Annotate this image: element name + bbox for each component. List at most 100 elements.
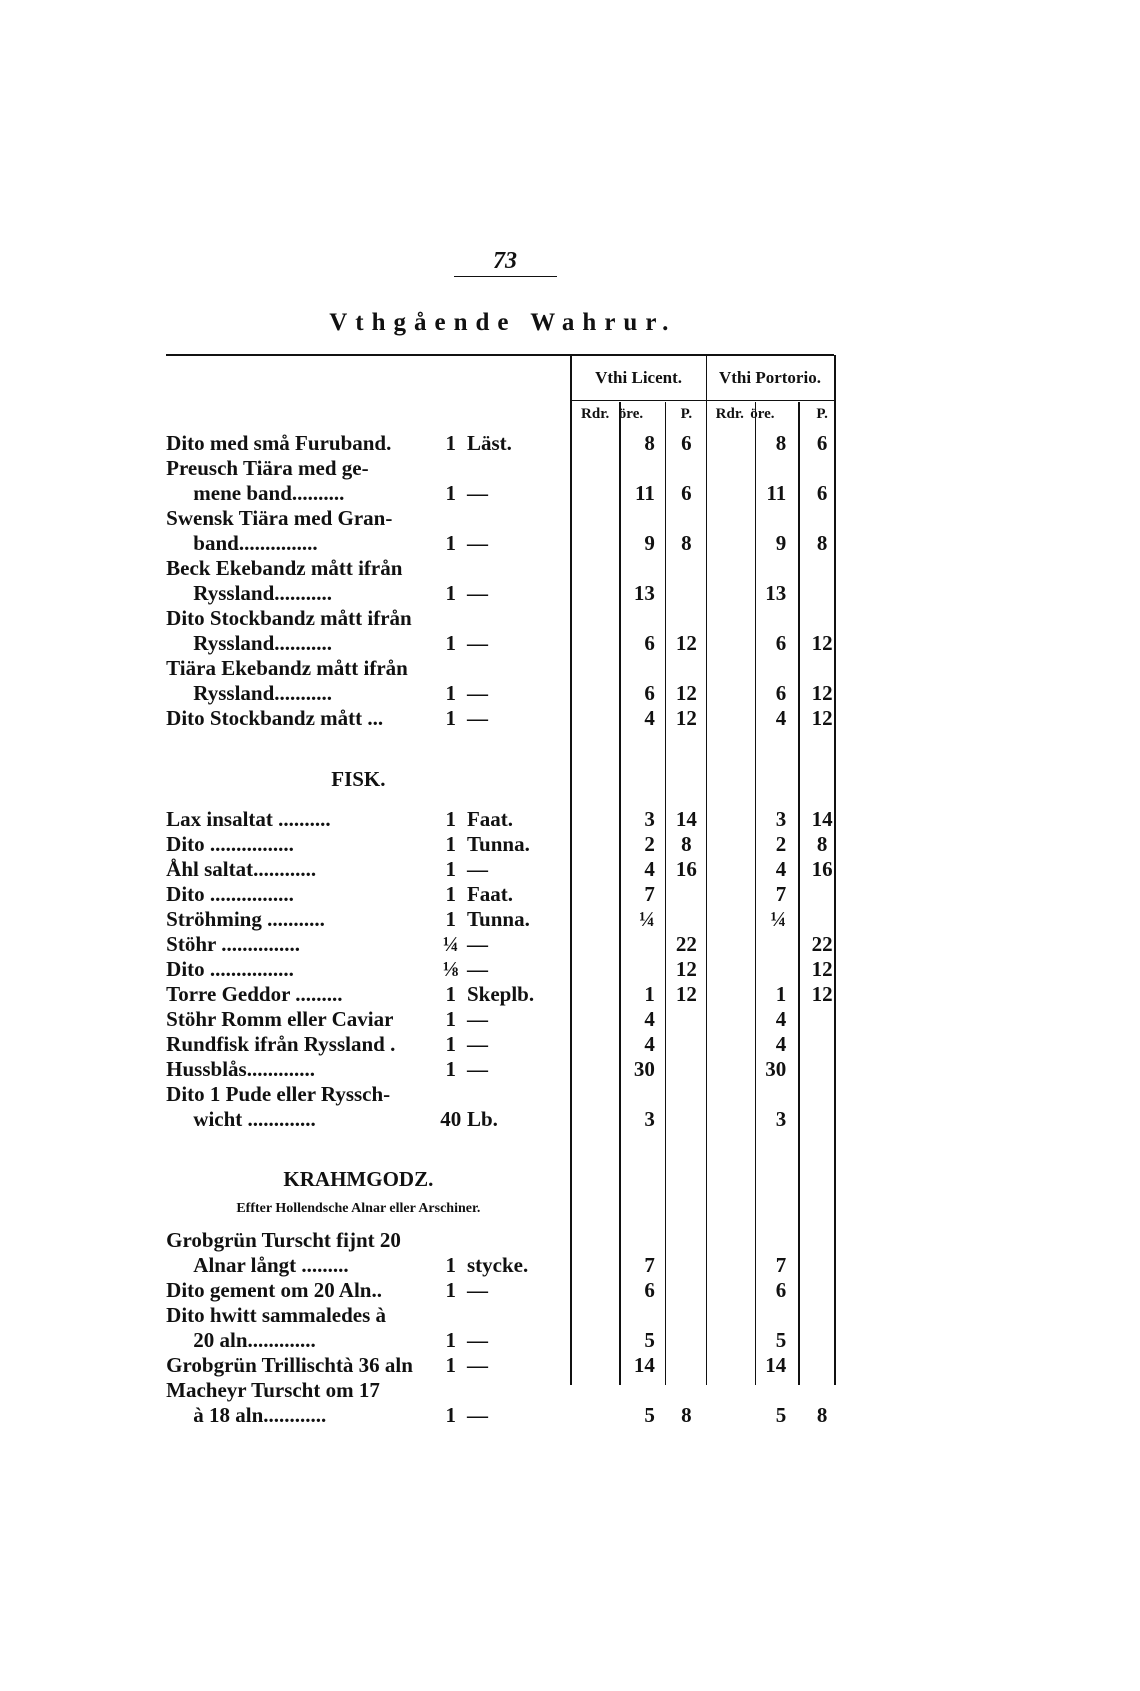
quantity: 1 — [445, 431, 456, 456]
unit: Skeplb. — [466, 981, 535, 1006]
value: 6 — [775, 1278, 787, 1303]
unit: — — [466, 630, 488, 655]
quantity: 1 — [445, 831, 456, 856]
section-subheading: Effter Hollendsche Alnar eller Arschiner… — [236, 1200, 481, 1216]
unit: — — [466, 956, 488, 981]
value: 7 — [775, 881, 787, 906]
unit: — — [466, 580, 488, 605]
item-text: à 18 aln............ — [193, 1403, 327, 1428]
unit: — — [466, 1403, 488, 1428]
value: 3 — [644, 1106, 655, 1131]
rule — [166, 354, 835, 357]
value: 9 — [775, 531, 787, 555]
rule — [705, 355, 708, 1385]
quantity: 1 — [445, 1353, 456, 1378]
value: 4 — [644, 856, 655, 881]
quantity: 1 — [445, 1403, 456, 1428]
item-text: Ryssland........... — [193, 680, 333, 705]
unit-header: Rdr. — [581, 405, 610, 422]
unit: Faat. — [466, 806, 514, 831]
value: 4 — [644, 705, 655, 730]
quantity: 1 — [445, 1056, 456, 1081]
item-text: Macheyr Turscht om 17 — [166, 1378, 380, 1403]
value: 6 — [644, 680, 655, 705]
unit-header: öre. — [618, 405, 644, 422]
value: 30 — [765, 1056, 787, 1081]
unit: — — [466, 680, 488, 705]
rule — [754, 401, 757, 1385]
value: 8 — [681, 531, 692, 555]
item-text: Dito ................ — [166, 831, 294, 856]
unit: — — [466, 1056, 488, 1081]
value: 13 — [633, 580, 655, 605]
value: 6 — [644, 1278, 655, 1303]
value: 12 — [811, 956, 833, 981]
unit: — — [466, 931, 488, 956]
value: 12 — [811, 680, 833, 705]
item-text: Stöhr Romm eller Caviar — [166, 1006, 394, 1031]
value: 12 — [811, 981, 833, 1006]
item-text: Dito gement om 20 Aln.. — [166, 1278, 382, 1303]
unit: Tunna. — [466, 831, 530, 856]
item-text: Stöhr ............... — [166, 931, 300, 956]
item-text: Ryssland........... — [193, 630, 333, 655]
item-text: Hussblås............. — [166, 1056, 315, 1081]
section-heading: FISK. — [331, 766, 386, 791]
value: 4 — [775, 1006, 787, 1031]
value: 13 — [765, 580, 787, 605]
value: 12 — [811, 705, 833, 730]
quantity: 1 — [445, 1253, 456, 1278]
value: 1 — [644, 981, 655, 1006]
unit: — — [466, 1328, 488, 1353]
value: 14 — [675, 806, 697, 831]
unit: stycke. — [466, 1253, 529, 1278]
section-heading: KRAHMGODZ. — [283, 1167, 434, 1192]
rule — [798, 401, 800, 1385]
rule — [453, 275, 558, 278]
value: ¼ — [639, 906, 655, 931]
quantity: 1 — [445, 981, 456, 1006]
value: 12 — [675, 981, 697, 1006]
item-text: Dito ................ — [166, 956, 294, 981]
value: 4 — [775, 1031, 787, 1056]
item-text: Åhl saltat............ — [166, 856, 317, 881]
rule — [570, 399, 835, 402]
rule — [570, 355, 572, 1385]
value: 3 — [644, 806, 655, 831]
column-header: Vthi Licent. — [595, 367, 683, 387]
item-text: Alnar långt ......... — [193, 1253, 349, 1278]
value: 4 — [644, 1006, 655, 1031]
rule — [664, 401, 667, 1385]
quantity: 1 — [445, 1006, 456, 1031]
value: 12 — [675, 956, 697, 981]
value: 7 — [644, 1253, 655, 1278]
value: 2 — [644, 831, 655, 856]
value: 6 — [775, 630, 787, 655]
item-text: Ströhming ........... — [166, 906, 325, 931]
quantity: ¼ — [442, 931, 459, 956]
quantity: 1 — [445, 680, 456, 705]
column-header: Vthi Portorio. — [718, 367, 821, 387]
quantity: 1 — [445, 906, 456, 931]
item-text: Dito Stockbandz mått ... — [166, 705, 384, 730]
item-text: 20 aln............. — [193, 1328, 316, 1353]
value: 7 — [775, 1253, 787, 1278]
value: 8 — [644, 431, 655, 456]
value: 1 — [775, 981, 787, 1006]
value: 16 — [675, 856, 697, 881]
value: 16 — [811, 856, 833, 881]
quantity: 40 — [440, 1106, 462, 1131]
value: 8 — [816, 1403, 828, 1428]
item-text: Ryssland........... — [193, 580, 333, 605]
value: 5 — [775, 1403, 787, 1428]
unit: — — [466, 1031, 488, 1056]
unit: — — [466, 856, 488, 881]
item-text: Rundfisk ifrån Ryssland . — [166, 1031, 396, 1056]
unit: — — [466, 705, 488, 730]
quantity: 1 — [445, 881, 456, 906]
quantity: 1 — [445, 531, 456, 555]
value: 12 — [675, 680, 697, 705]
unit: Lb. — [466, 1106, 498, 1131]
unit: — — [466, 1006, 488, 1031]
